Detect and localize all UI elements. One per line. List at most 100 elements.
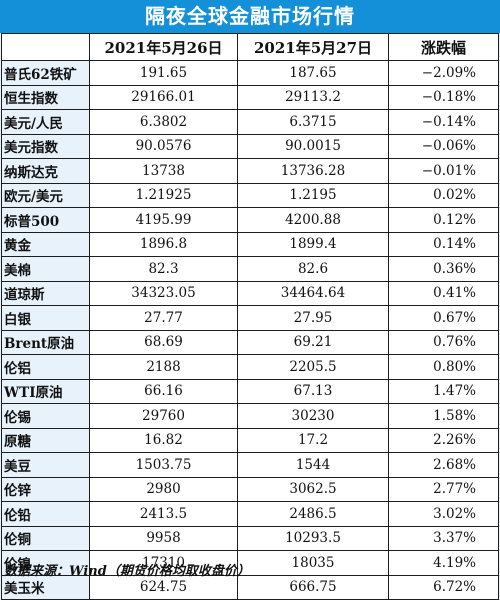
row-value-date-1: 9958	[89, 525, 238, 551]
row-change: 2.77%	[388, 476, 499, 502]
row-change: 3.37%	[388, 525, 499, 551]
row-change: 2.68%	[388, 452, 499, 478]
row-name: WTI原油	[1, 378, 90, 404]
row-value-date-1: 29760	[89, 403, 238, 429]
row-value-date-2: 27.95	[237, 305, 389, 331]
row-value-date-1: 82.3	[89, 256, 238, 282]
table-row: 美豆 1503.75 1544 2.68%	[1, 452, 499, 478]
row-value-date-2: 3062.5	[237, 476, 389, 502]
row-change: −0.14%	[388, 109, 499, 135]
row-value-date-2: 18035	[237, 550, 389, 576]
row-value-date-2: 2205.5	[237, 354, 389, 380]
row-change: 0.80%	[388, 354, 499, 380]
table-row: 伦铅 2413.5 2486.5 3.02%	[1, 501, 499, 527]
row-value-date-1: 66.16	[89, 378, 238, 404]
table-row: 黄金 1896.8 1899.4 0.14%	[1, 231, 499, 257]
row-value-date-2: 34464.64	[237, 280, 389, 306]
row-value-date-1: 90.0576	[89, 133, 238, 159]
table-row: 伦锡 29760 30230 1.58%	[1, 403, 499, 429]
table-row: 美元指数 90.0576 90.0015 −0.06%	[1, 133, 499, 159]
row-change: −0.06%	[388, 133, 499, 159]
row-change: 3.02%	[388, 501, 499, 527]
row-value-date-1: 29166.01	[89, 84, 238, 110]
header-name	[1, 33, 90, 61]
row-value-date-1: 2980	[89, 476, 238, 502]
table-row: WTI原油 66.16 67.13 1.47%	[1, 378, 499, 404]
row-value-date-1: 2413.5	[89, 501, 238, 527]
source-note: 数据来源：Wind（期货价格均取收盘价）	[4, 564, 250, 579]
row-change: −2.09%	[388, 60, 499, 86]
row-name: 美元指数	[1, 133, 90, 159]
row-value-date-1: 13738	[89, 158, 238, 184]
row-name: 美棉	[1, 256, 90, 282]
row-change: 0.12%	[388, 207, 499, 233]
row-name: 黄金	[1, 231, 90, 257]
table-row: 伦镍 17310 18035 4.19%	[1, 550, 499, 576]
row-change: 1.58%	[388, 403, 499, 429]
row-value-date-2: 1.2195	[237, 182, 389, 208]
row-value-date-2: 17.2	[237, 427, 389, 453]
row-change: 4.19%	[388, 550, 499, 576]
row-value-date-1: 68.69	[89, 329, 238, 355]
row-value-date-2: 82.6	[237, 256, 389, 282]
row-value-date-1: 2188	[89, 354, 238, 380]
table-row: 白银 27.77 27.95 0.67%	[1, 305, 499, 331]
header-date-1: 2021年5月26日	[89, 33, 238, 61]
row-name: 道琼斯	[1, 280, 90, 306]
row-value-date-1: 1503.75	[89, 452, 238, 478]
row-value-date-2: 4200.88	[237, 207, 389, 233]
row-value-date-1: 6.3802	[89, 109, 238, 135]
row-value-date-2: 666.75	[237, 574, 389, 600]
row-value-date-1: 34323.05	[89, 280, 238, 306]
row-name: 普氏62铁矿	[1, 60, 90, 86]
row-value-date-2: 30230	[237, 403, 389, 429]
row-change: 0.02%	[388, 182, 499, 208]
table-row: 欧元/美元 1.21925 1.2195 0.02%	[1, 182, 499, 208]
table-row: 美元/人民 6.3802 6.3715 −0.14%	[1, 109, 499, 135]
row-change: 0.36%	[388, 256, 499, 282]
row-name: 原糖	[1, 427, 90, 453]
row-value-date-2: 10293.5	[237, 525, 389, 551]
row-value-date-2: 1544	[237, 452, 389, 478]
row-name: 欧元/美元	[1, 182, 90, 208]
row-change: 0.67%	[388, 305, 499, 331]
table-row: 美棉 82.3 82.6 0.36%	[1, 256, 499, 282]
row-value-date-1: 1.21925	[89, 182, 238, 208]
row-name: 恒生指数	[1, 84, 90, 110]
row-change: 6.72%	[388, 574, 499, 600]
row-name: 伦铅	[1, 501, 90, 527]
row-name: 美豆	[1, 452, 90, 478]
row-name: 伦锌	[1, 476, 90, 502]
row-change: −0.01%	[388, 158, 499, 184]
row-value-date-1: 16.82	[89, 427, 238, 453]
row-value-date-2: 187.65	[237, 60, 389, 86]
row-value-date-2: 67.13	[237, 378, 389, 404]
table-row: Brent原油 68.69 69.21 0.76%	[1, 329, 499, 355]
row-name: 伦铝	[1, 354, 90, 380]
row-value-date-2: 6.3715	[237, 109, 389, 135]
row-value-date-1: 191.65	[89, 60, 238, 86]
table-row: 原糖 16.82 17.2 2.26%	[1, 427, 499, 453]
row-value-date-2: 13736.28	[237, 158, 389, 184]
row-value-date-2: 2486.5	[237, 501, 389, 527]
row-name: Brent原油	[1, 329, 90, 355]
table-row: 伦铜 9958 10293.5 3.37%	[1, 525, 499, 551]
row-change: 0.41%	[388, 280, 499, 306]
row-change: 0.14%	[388, 231, 499, 257]
row-change: 1.47%	[388, 378, 499, 404]
row-name: 美元/人民	[1, 109, 90, 135]
row-name: 标普500	[1, 207, 90, 233]
row-change: 2.26%	[388, 427, 499, 453]
row-change: 0.76%	[388, 329, 499, 355]
row-value-date-2: 29113.2	[237, 84, 389, 110]
table-row: 道琼斯 34323.05 34464.64 0.41%	[1, 280, 499, 306]
table-row: 恒生指数 29166.01 29113.2 −0.18%	[1, 84, 499, 110]
row-name: 伦镍	[1, 550, 90, 576]
row-change: −0.18%	[388, 84, 499, 110]
table-row: 纳斯达克 13738 13736.28 −0.01%	[1, 158, 499, 184]
header-date-2: 2021年5月27日	[237, 33, 389, 61]
page-title: 隔夜全球金融市场行情	[0, 0, 500, 33]
row-value-date-1: 1896.8	[89, 231, 238, 257]
row-name: 纳斯达克	[1, 158, 90, 184]
table-row: 伦铝 2188 2205.5 0.80%	[1, 354, 499, 380]
